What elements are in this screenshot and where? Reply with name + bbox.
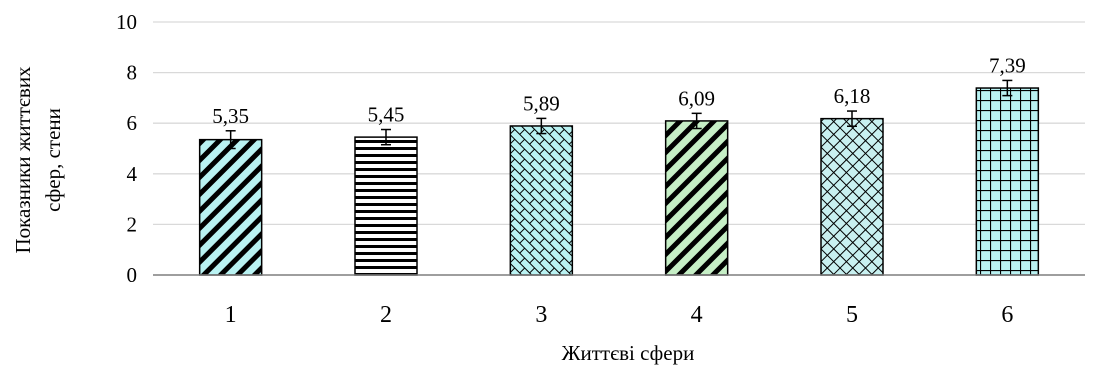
bar-5: [820, 117, 884, 276]
data-labels: 5,35 5,45 5,89 6,09 6,18 7,39: [212, 53, 1025, 127]
data-label: 7,39: [989, 53, 1026, 77]
data-label: 5,45: [368, 103, 405, 127]
y-axis-title: Показники життєвих сфер, стени: [11, 66, 65, 254]
data-label: 5,89: [523, 91, 560, 115]
bars: [198, 87, 1040, 276]
data-label: 6,18: [834, 84, 871, 108]
y-tick-label: 6: [127, 111, 138, 135]
gridlines: [153, 21, 1085, 226]
x-tick-label: 4: [691, 302, 703, 328]
x-tick-label: 3: [535, 302, 547, 328]
bar-2: [354, 136, 418, 276]
data-label: 5,35: [212, 104, 249, 128]
x-tick-label: 2: [380, 302, 392, 328]
bar-6: [975, 87, 1040, 276]
y-axis-title-line-1: Показники життєвих: [11, 66, 35, 254]
data-label: 6,09: [678, 86, 715, 110]
y-axis-title-line-2: сфер, стени: [41, 108, 65, 212]
bar-1: [198, 138, 263, 276]
bar-3: [509, 125, 574, 276]
y-tick-label: 2: [127, 212, 138, 236]
y-tick-label: 8: [127, 61, 138, 85]
x-axis-tick-labels: 1 2 3 4 5 6: [225, 302, 1014, 328]
y-tick-label: 4: [127, 162, 138, 186]
x-tick-label: 1: [225, 302, 237, 328]
x-tick-label: 5: [846, 302, 858, 328]
y-tick-label: 10: [116, 10, 137, 34]
y-tick-label: 0: [127, 263, 138, 287]
error-bars: [225, 79, 1013, 150]
bar-4: [664, 120, 729, 276]
x-tick-label: 6: [1001, 302, 1013, 328]
x-axis-title: Життєві сфери: [562, 341, 695, 365]
y-axis-tick-labels: 0 2 4 6 8 10: [116, 10, 138, 287]
